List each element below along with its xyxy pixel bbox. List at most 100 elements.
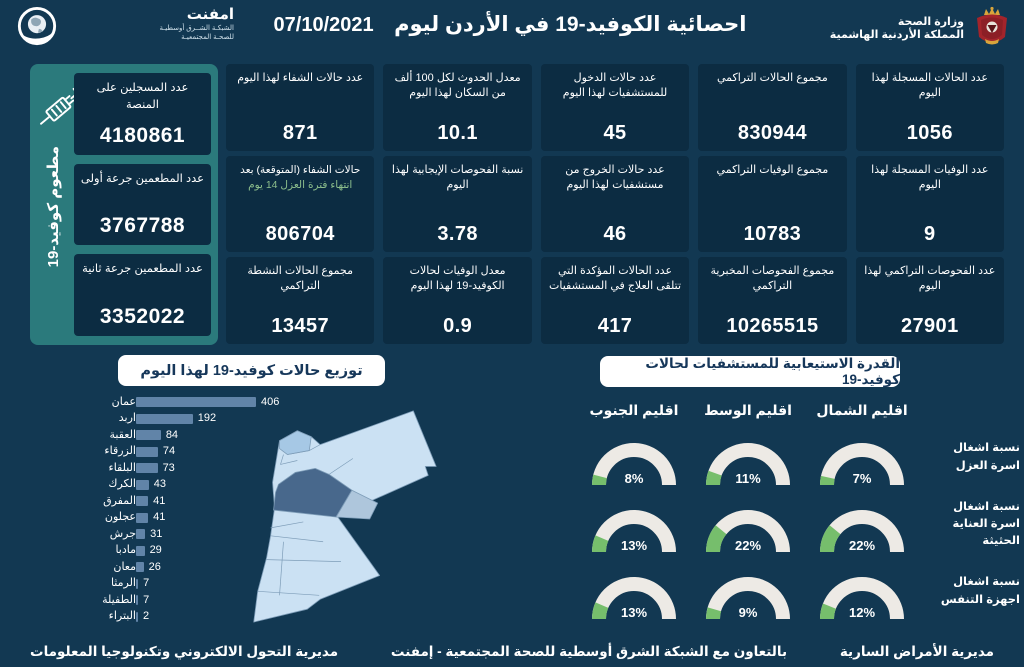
gauge-arc (706, 510, 790, 553)
bar (136, 496, 149, 507)
bar-value: 192 (197, 412, 217, 425)
bar (136, 529, 146, 540)
bar-value: 26 (148, 560, 161, 573)
footer-it-directorate: مديرية التحول الالكتروني وتكنولوجيا المع… (30, 643, 339, 659)
emphnet-logo: امفنت الشبكـة الشــرق أوسطيـة للصحـة الم… (16, 5, 236, 49)
bar-row: معان 26 (26, 559, 306, 576)
emphnet-name: امفنت (186, 6, 234, 23)
bar-row: جرش 31 (26, 526, 306, 543)
stat-card: عدد الفحوصات التراكمي لهذا اليوم 27901 (855, 257, 1004, 344)
distribution-banner: توزيع حالات كوفيد-19 لهذا اليوم (118, 355, 385, 386)
bar-value: 73 (162, 461, 175, 474)
gauge-column-header: اقليم الشمال (816, 401, 908, 418)
emphnet-globe-icon (17, 6, 57, 46)
vaccination-cards: عدد المسجلين على المنصة 4180861 عدد المطعم… (74, 73, 211, 336)
bar-row: العقبة 84 (26, 427, 306, 444)
bar-value: 43 (153, 478, 166, 491)
gauge-row-label: نسبة اشغال اسرة العناية الحثيثة (952, 500, 1020, 548)
gauge-row-label: نسبة اشغال اجهزة التنفس (940, 576, 1020, 606)
stat-card-label: عدد الوفيات المسجلة لهذا اليوم (871, 164, 989, 192)
bar (136, 430, 161, 441)
daily-stats-grid: عدد الحالات المسجلة لهذا اليوم 1056 مجموع … (226, 64, 1004, 345)
bar-category-label: المفرق (103, 494, 136, 507)
gauge: 9% (692, 560, 804, 623)
bar-value: 74 (162, 445, 176, 458)
bar-value: 406 (261, 395, 280, 408)
bar (136, 446, 158, 457)
bar (136, 545, 145, 556)
stat-card-value: 46 (603, 223, 627, 245)
gauge: 13% (578, 560, 690, 623)
stat-card-label: معدل الوفيات لحالات الكوفيد-19 لهذا اليو… (409, 265, 506, 293)
ministry-of-health-logo: وزارة الصحة المملكة الأردنية الهاشمية (830, 6, 1012, 50)
stat-card-label: مجموع الفحوصات المخبرية التراكمي (710, 265, 835, 293)
vaccination-card: عدد المسجلين على المنصة 4180861 (74, 73, 211, 155)
bar-category-label: عجلون (104, 511, 136, 524)
vaccination-card-label: عدد المسجلين على المنصة (96, 82, 189, 111)
gauge: 8% (578, 426, 690, 489)
gauge: 7% (806, 426, 918, 489)
bar-category-label: الزرقاء (104, 445, 136, 458)
amman-governorate (273, 468, 353, 518)
bar (136, 578, 139, 589)
gauge: 11% (692, 426, 804, 489)
jordan-map (253, 410, 437, 623)
stat-card-value: 27901 (900, 315, 959, 337)
gauge-value: 9% (738, 605, 758, 620)
stat-card: عدد الوفيات المسجلة لهذا اليوم 9 (855, 156, 1004, 252)
stat-card: مجموع الفحوصات المخبرية التراكمي 10265515 (698, 257, 847, 344)
title-date: 07/10/2021 (273, 14, 374, 36)
gauge-arc (820, 443, 904, 486)
gauge-value: 11% (735, 471, 761, 486)
stat-card-label: عدد الحالات المؤكدة التي تتلقى العلاج في… (548, 265, 682, 293)
bar (136, 397, 256, 408)
gauge: 22% (806, 493, 918, 556)
gauge-arc (706, 443, 790, 486)
bar-row: الكرك 43 (26, 477, 306, 494)
stat-card: عدد حالات الخروج من مستشفيات لهذا اليوم 4… (540, 156, 690, 252)
gauge-arc (592, 443, 676, 486)
gauge-arc (592, 577, 676, 620)
gauge-value: 13% (620, 538, 648, 553)
page-title: احصائية الكوفيد-19 في الأردن ليوم 07/10/… (260, 12, 760, 37)
bar-value: 41 (153, 494, 166, 507)
distribution-bar-chart: عمان 406 اربد 192 العقبة 84 الزرقاء 74 البلقاء 73… (26, 394, 306, 625)
moh-kingdom: المملكة الأردنية الهاشمية (829, 29, 964, 41)
bar-category-label: عمان (111, 395, 136, 408)
stat-card: عدد حالات الدخول للمستشفيات لهذا اليوم 45 (540, 64, 690, 151)
gauge-value: 22% (848, 538, 876, 553)
jordan-coat-of-arms-icon (977, 6, 1007, 45)
stat-card-value: 10.1 (437, 122, 478, 144)
stat-card-value: 830944 (737, 122, 807, 144)
stat-card-label: عدد الحالات المسجلة لهذا اليوم (871, 72, 988, 100)
bar (136, 413, 193, 424)
stat-card-value: 806704 (265, 223, 335, 245)
stat-card: حالات الشفاء (المتوقعة) بعد انتهاء فترة … (226, 156, 375, 252)
stat-card: نسبة الفحوصات الإيجابية لهذا اليوم 3.78 (383, 156, 532, 252)
capacity-banner-label: القدرة الاستيعابية للمستشفيات لحالات كوف… (645, 355, 900, 387)
title-text: احصائية الكوفيد-19 في الأردن ليوم (394, 13, 747, 36)
stat-card-value: 0.9 (443, 315, 473, 337)
gauge-column-header: اقليم الوسط (704, 401, 792, 418)
stat-card-value: 9 (924, 223, 936, 245)
bar (136, 463, 158, 474)
bar-category-label: البلقاء (108, 461, 136, 474)
bar-row: عمان 406 (26, 394, 306, 411)
stat-card-value: 13457 (271, 315, 330, 337)
bar-row: البلقاء 73 (26, 460, 306, 477)
stat-card: مجموع الوفيات التراكمي 10783 (698, 156, 847, 252)
bar-category-label: البتراء (108, 610, 136, 623)
stat-card: معدل الوفيات لحالات الكوفيد-19 لهذا اليو… (383, 257, 532, 344)
stat-card: عدد حالات الشفاء لهذا اليوم 871 (226, 64, 375, 151)
footer-collaboration: بالتعاون مع الشبكة الشرق أوسطية للصحة ال… (390, 643, 788, 659)
stat-card-label: مجموع الحالات التراكمي (716, 72, 828, 84)
bar (136, 611, 138, 622)
vaccination-panel: مطعوم كوفيد-19 عدد المسجلين على المنصة 41… (30, 64, 218, 345)
bar-category-label: اربد (118, 412, 136, 425)
bar-row: المفرق 41 (26, 493, 306, 510)
stat-card: عدد الحالات المؤكدة التي تتلقى العلاج في… (540, 257, 690, 344)
gauge-value: 22% (734, 538, 762, 553)
gauge: 12% (806, 560, 918, 623)
bar-row: الزرقاء 74 (26, 444, 306, 461)
stat-card-value: 45 (603, 122, 627, 144)
